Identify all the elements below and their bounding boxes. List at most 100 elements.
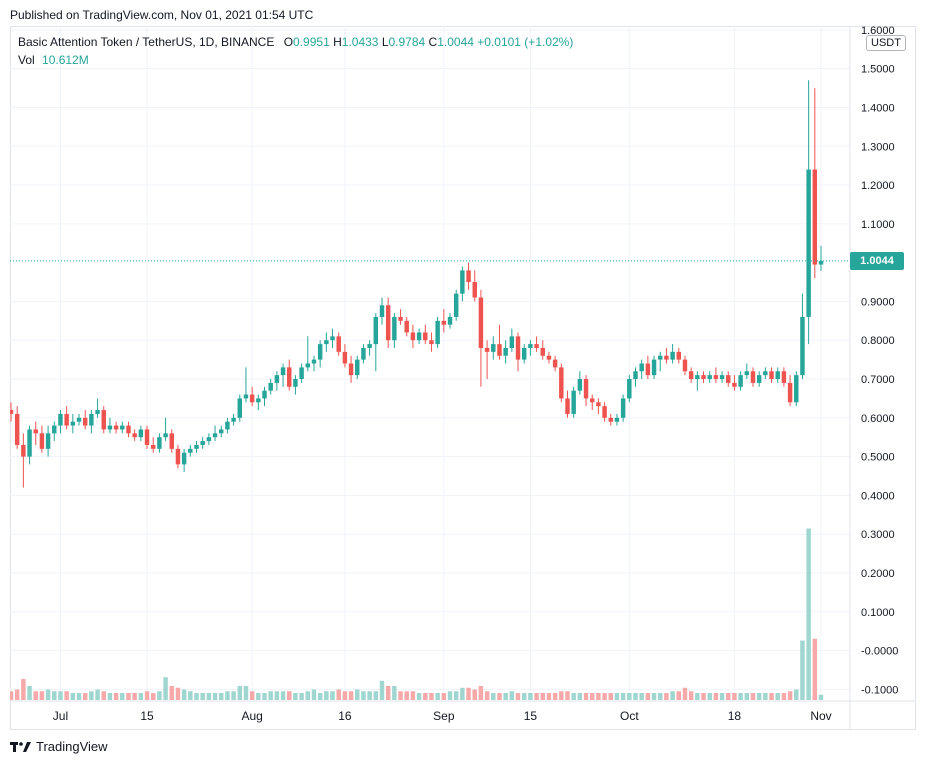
candle[interactable] [478, 289, 484, 387]
candle[interactable] [21, 433, 26, 488]
candle[interactable] [559, 363, 564, 403]
candle[interactable] [212, 425, 218, 442]
candle[interactable] [336, 332, 341, 356]
candle[interactable] [274, 371, 280, 391]
candle[interactable] [70, 413, 76, 434]
candle[interactable] [540, 340, 545, 360]
candle[interactable] [14, 406, 20, 449]
candle[interactable] [664, 347, 669, 364]
candle[interactable] [342, 344, 348, 368]
candle[interactable] [633, 367, 638, 387]
candle[interactable] [95, 398, 100, 418]
candle[interactable] [348, 355, 354, 383]
candle[interactable] [194, 441, 199, 453]
candle[interactable] [58, 410, 63, 434]
candle[interactable] [305, 336, 311, 372]
candle[interactable] [52, 421, 57, 442]
candle[interactable] [645, 355, 651, 380]
candle[interactable] [429, 332, 434, 352]
candle[interactable] [89, 410, 94, 434]
candle[interactable] [627, 375, 632, 403]
candle[interactable] [361, 344, 366, 364]
candle[interactable] [10, 402, 14, 422]
candle[interactable] [280, 363, 286, 387]
candle[interactable] [45, 425, 51, 457]
candle[interactable] [818, 245, 824, 272]
candle[interactable] [355, 355, 360, 380]
candle[interactable] [379, 297, 385, 325]
time-axis[interactable]: Jul 15 Aug 16 Sep 15 Oct 18 Nov [53, 709, 832, 723]
candle[interactable] [800, 293, 805, 380]
candle[interactable] [188, 444, 193, 457]
price-axis[interactable]: 1.6000 1.5000 1.4000 1.3000 1.2000 1.1000 0.90… [861, 26, 898, 696]
candle[interactable] [460, 266, 465, 302]
candle[interactable] [169, 429, 174, 453]
candle[interactable] [472, 270, 477, 302]
candle[interactable] [763, 367, 768, 380]
candle[interactable] [565, 390, 570, 418]
candle[interactable] [806, 80, 811, 345]
candle[interactable] [175, 444, 181, 469]
candle[interactable] [138, 425, 144, 442]
candle[interactable] [27, 425, 32, 465]
candle[interactable] [726, 371, 731, 387]
candle[interactable] [713, 367, 719, 383]
candle[interactable] [571, 386, 576, 418]
candle[interactable] [113, 421, 119, 434]
candle[interactable] [589, 394, 595, 411]
candle[interactable] [398, 309, 403, 325]
candle[interactable] [546, 351, 552, 364]
candle[interactable] [775, 367, 780, 383]
candle[interactable] [256, 394, 261, 411]
candle[interactable] [225, 417, 230, 434]
candle[interactable] [385, 297, 391, 348]
candles[interactable] [10, 80, 824, 488]
candle[interactable] [76, 413, 82, 426]
candle[interactable] [639, 359, 644, 380]
candle[interactable] [392, 313, 397, 348]
candle[interactable] [311, 355, 317, 372]
candle[interactable] [534, 336, 539, 352]
candle[interactable] [453, 289, 459, 321]
candle[interactable] [497, 324, 502, 360]
candle[interactable] [695, 371, 700, 391]
candle[interactable] [491, 336, 496, 360]
candle[interactable] [206, 433, 212, 445]
candle[interactable] [441, 309, 447, 333]
candle[interactable] [243, 367, 249, 403]
candle[interactable] [614, 413, 620, 426]
candle[interactable] [484, 340, 490, 380]
candle[interactable] [249, 386, 255, 407]
candle[interactable] [126, 421, 131, 438]
candle[interactable] [608, 413, 613, 426]
candle[interactable] [150, 437, 156, 453]
candle[interactable] [132, 429, 137, 442]
candle[interactable] [670, 344, 675, 364]
candle[interactable] [262, 386, 267, 407]
candle[interactable] [596, 398, 601, 414]
candle[interactable] [812, 88, 818, 279]
candle[interactable] [219, 425, 224, 438]
candle[interactable] [447, 313, 453, 329]
candle[interactable] [101, 406, 106, 434]
candle[interactable] [787, 375, 793, 407]
candle[interactable] [528, 340, 533, 356]
candle[interactable] [732, 375, 737, 391]
candle[interactable] [317, 340, 323, 368]
candle[interactable] [744, 363, 750, 380]
candle[interactable] [107, 417, 113, 434]
candle[interactable] [410, 324, 416, 348]
candle[interactable] [423, 324, 428, 345]
candle[interactable] [416, 328, 422, 345]
candle[interactable] [404, 316, 409, 337]
candle[interactable] [82, 410, 88, 430]
candle[interactable] [157, 433, 162, 453]
candle[interactable] [120, 421, 125, 434]
candle[interactable] [707, 371, 712, 383]
candle[interactable] [521, 344, 527, 364]
candle[interactable] [769, 367, 774, 383]
candle[interactable] [794, 371, 799, 407]
candlestick-chart[interactable]: 1.6000 1.5000 1.4000 1.3000 1.2000 1.1000 0.90… [10, 26, 916, 730]
candle[interactable] [181, 448, 187, 473]
candle[interactable] [577, 371, 583, 395]
